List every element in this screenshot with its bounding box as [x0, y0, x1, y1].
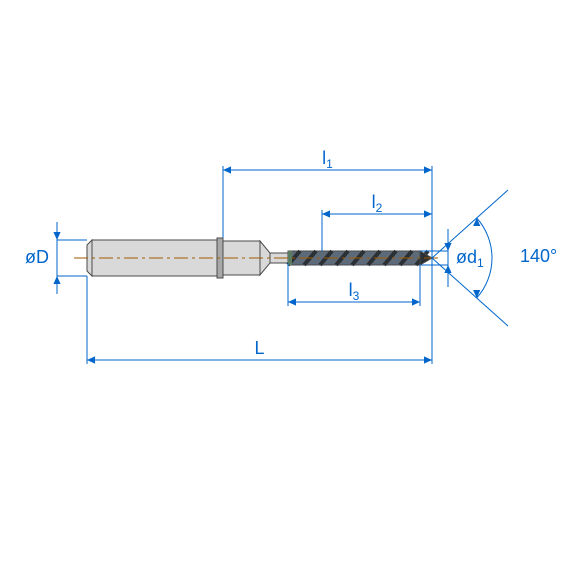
dim-d1-label: ød1: [456, 247, 484, 270]
dim-l2-label: l2: [372, 192, 383, 215]
dim-L-label: L: [254, 338, 264, 358]
dim-l3-label: l3: [349, 280, 360, 303]
angle-ray-bot: [432, 258, 508, 326]
angle-label: 140°: [520, 246, 557, 266]
dim-l1-label: l1: [322, 148, 333, 171]
dim-D-label: øD: [25, 247, 49, 267]
